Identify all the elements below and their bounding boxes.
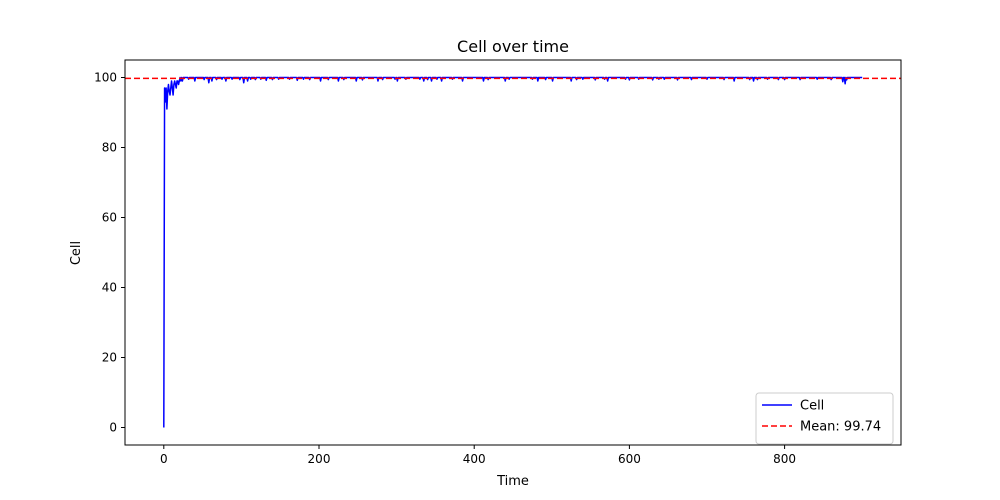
y-tick-label: 80	[102, 141, 117, 155]
y-tick-label: 60	[102, 211, 117, 225]
plot-frame	[124, 59, 902, 446]
legend-label: Cell	[800, 399, 824, 414]
plot-lines	[125, 76, 901, 428]
x-tick-label: 0	[160, 452, 168, 466]
plot-area	[125, 60, 901, 445]
legend: Cell Mean: 99.74	[755, 392, 894, 445]
x-axis-label: Time	[496, 474, 529, 489]
series-line-cell	[163, 76, 863, 428]
x-tick-label: 600	[618, 452, 641, 466]
x-tick-label: 200	[308, 452, 331, 466]
y-tick-label: 20	[102, 351, 117, 365]
legend-label: Mean: 99.74	[800, 420, 881, 435]
axis-ticks: 0 200 400 600 800 0 20 40 60 80 100	[94, 71, 796, 467]
y-tick-label: 0	[109, 421, 117, 435]
y-axis-label: Cell	[69, 241, 84, 265]
x-tick-label: 400	[463, 452, 486, 466]
y-tick-label: 40	[102, 281, 117, 295]
x-tick-label: 800	[773, 452, 796, 466]
legend-box	[755, 392, 894, 445]
y-tick-label: 100	[94, 71, 117, 85]
chart-title: Cell over time	[457, 37, 569, 56]
